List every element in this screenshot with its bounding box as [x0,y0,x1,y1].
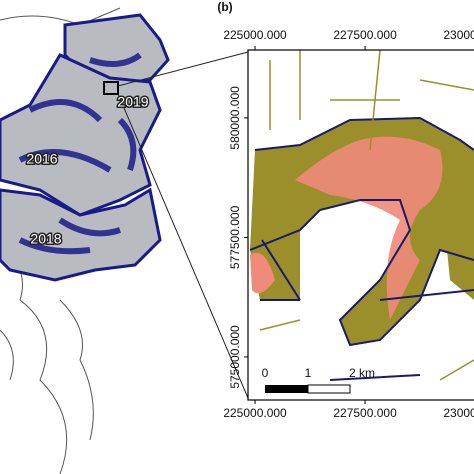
y-tick-label: 580000.000 [228,86,242,150]
scale-bar-label: 2 km [349,366,375,380]
map-frame [247,49,474,401]
detail-map: 0 1 2 km [248,50,474,400]
x-tick-label: 225000.000 [223,406,287,420]
panel-label: (b) [217,0,232,14]
y-tick-label: 577500.000 [228,205,242,269]
overview-map: 2019 2016 2018 [0,7,249,474]
x-tick-label: 227500.000 [333,406,397,420]
x-tick-label: 227500.000 [333,28,397,42]
x-tick-label: 230000.000 [443,28,474,42]
region-label: 2018 [30,231,61,247]
y-tick-label: 575000.000 [228,325,242,389]
coordinate-ticks: 225000.000 225000.000 227500.000 227500.000… [223,28,474,420]
region-label: 2016 [26,151,57,167]
region-label: 2019 [117,94,148,110]
x-tick-label: 225000.000 [223,28,287,42]
scale-bar-label: 1 [305,366,312,380]
scale-bar-label: 0 [262,366,269,380]
x-tick-label: 230000.000 [443,406,474,420]
